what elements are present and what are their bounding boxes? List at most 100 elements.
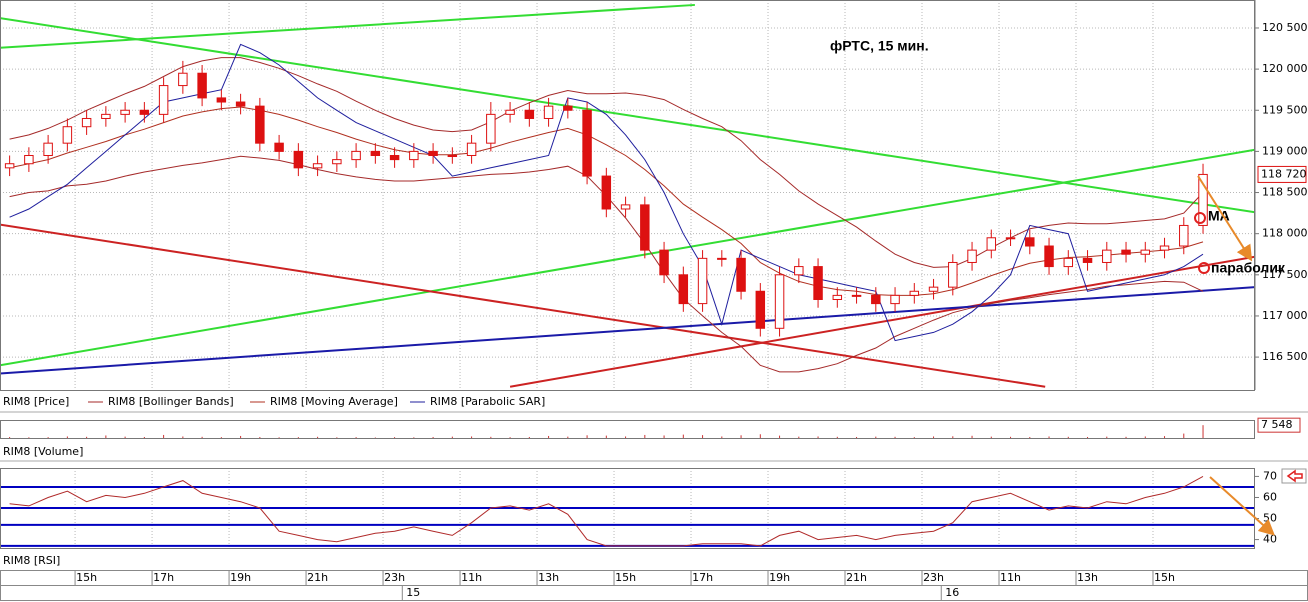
arrow-box <box>1281 468 1307 484</box>
candle-body <box>601 175 612 210</box>
candle-body <box>1082 257 1093 263</box>
candle-body <box>1140 249 1151 255</box>
price-axis: 116 500 117 000 117 500 118 000 118 500 119 0… <box>1255 21 1308 363</box>
y-tick-label: 60 <box>1263 490 1277 503</box>
candle-body <box>890 294 900 305</box>
candle-body <box>1044 245 1054 268</box>
candle-body <box>332 159 342 165</box>
candle-body <box>351 150 361 161</box>
candle-body <box>447 155 458 158</box>
y-tick-label: 118 500 <box>1262 186 1308 199</box>
candle-body <box>582 109 592 177</box>
candle-body <box>139 109 150 115</box>
panel-label: RIM8 [Volume] <box>3 445 83 458</box>
candle-body <box>832 294 843 300</box>
arrow <box>1209 476 1275 536</box>
price-plot <box>0 3 1255 388</box>
last-value-box <box>1257 417 1301 433</box>
date-label: 16 <box>945 586 959 599</box>
rsi-plot <box>0 475 1255 547</box>
candle-body <box>1159 245 1170 251</box>
candle-body <box>24 155 34 165</box>
candle-body <box>158 85 169 115</box>
candle-body <box>178 72 188 87</box>
candle-body <box>774 274 785 329</box>
x-tick-label: 23h <box>923 571 944 584</box>
x-tick-label: 13h <box>1077 571 1098 584</box>
candle-body <box>4 163 15 169</box>
candle-body <box>524 109 535 119</box>
y-tick-label: 117 500 <box>1262 268 1308 281</box>
x-tick-label: 17h <box>692 571 713 584</box>
candle-body <box>255 105 265 144</box>
x-tick-label: 15h <box>1154 571 1175 584</box>
time-labels: 15h 17h 19h 21h 23h 11h 13h 15h 17h 19h 21h 23h 11h 1… <box>74 571 1175 600</box>
y-tick-label: 40 <box>1263 533 1277 546</box>
x-tick-label: 21h <box>307 571 328 584</box>
x-tick-label: 11h <box>461 571 482 584</box>
candle-body <box>235 101 246 107</box>
rsi-frame <box>0 468 1255 549</box>
candle-body <box>563 105 573 111</box>
candle-body <box>794 266 804 276</box>
candle-body <box>967 249 977 263</box>
candle-body <box>466 142 477 157</box>
candle-body <box>1005 237 1016 240</box>
indicator-line <box>9 106 1204 296</box>
candle-body <box>813 266 823 300</box>
annotation: параболик <box>1211 260 1286 276</box>
volume-plot: 7 548 <box>9 417 1301 438</box>
candle-body <box>1063 257 1074 268</box>
trend-line <box>0 148 1255 367</box>
candle-body <box>1198 173 1208 226</box>
x-tick-label: 23h <box>384 571 405 584</box>
ma-marker <box>1194 212 1206 224</box>
candle-body <box>659 249 669 276</box>
candle-body <box>986 237 997 251</box>
x-tick-label: 15h <box>615 571 636 584</box>
y-tick-label: 70 <box>1263 469 1277 482</box>
candle-body <box>755 290 766 329</box>
candle-body <box>717 257 727 260</box>
candle-body <box>197 72 207 99</box>
y-tick-label: 116 500 <box>1262 350 1308 363</box>
legend-label: RIM8 [Bollinger Bands] <box>108 395 234 408</box>
panel-label: RIM8 [RSI] <box>3 554 60 567</box>
y-tick-label: 119 000 <box>1262 144 1308 157</box>
candle-body <box>928 286 939 292</box>
candle-body <box>697 257 708 305</box>
legend-label: RIM8 [Parabolic SAR] <box>430 395 545 408</box>
candle-body <box>620 204 631 210</box>
candle-body <box>948 261 958 288</box>
date-label: 15 <box>406 586 420 599</box>
trend-line <box>0 286 1255 375</box>
candle-body <box>216 97 227 103</box>
rsi-line <box>9 475 1204 547</box>
indicator-line <box>9 43 1204 342</box>
x-tick-label: 19h <box>769 571 790 584</box>
candle-body <box>62 126 73 144</box>
y-tick-label: 120 500 <box>1262 21 1308 34</box>
trend-line <box>0 17 1255 214</box>
trend-line <box>0 223 1046 388</box>
y-tick-label: 119 500 <box>1262 103 1308 116</box>
candle-body <box>909 290 920 296</box>
x-tick-label: 15h <box>76 571 97 584</box>
candle-body <box>120 109 130 115</box>
candle-body <box>370 150 381 157</box>
indicator-line <box>9 57 1204 268</box>
candle-body <box>505 109 515 115</box>
y-tick-label: 118 000 <box>1262 227 1308 240</box>
candle-body <box>486 113 496 144</box>
x-tick-label: 19h <box>230 571 251 584</box>
candle-body <box>678 274 689 305</box>
y-tick-label: 120 000 <box>1262 62 1308 75</box>
candle-body <box>851 294 862 297</box>
arrow <box>1197 175 1253 262</box>
candle-body <box>274 142 284 152</box>
volume-frame <box>0 420 1255 439</box>
trend-line <box>509 255 1255 388</box>
last-value-label: 7 548 <box>1261 418 1293 431</box>
candle-body <box>312 163 323 169</box>
